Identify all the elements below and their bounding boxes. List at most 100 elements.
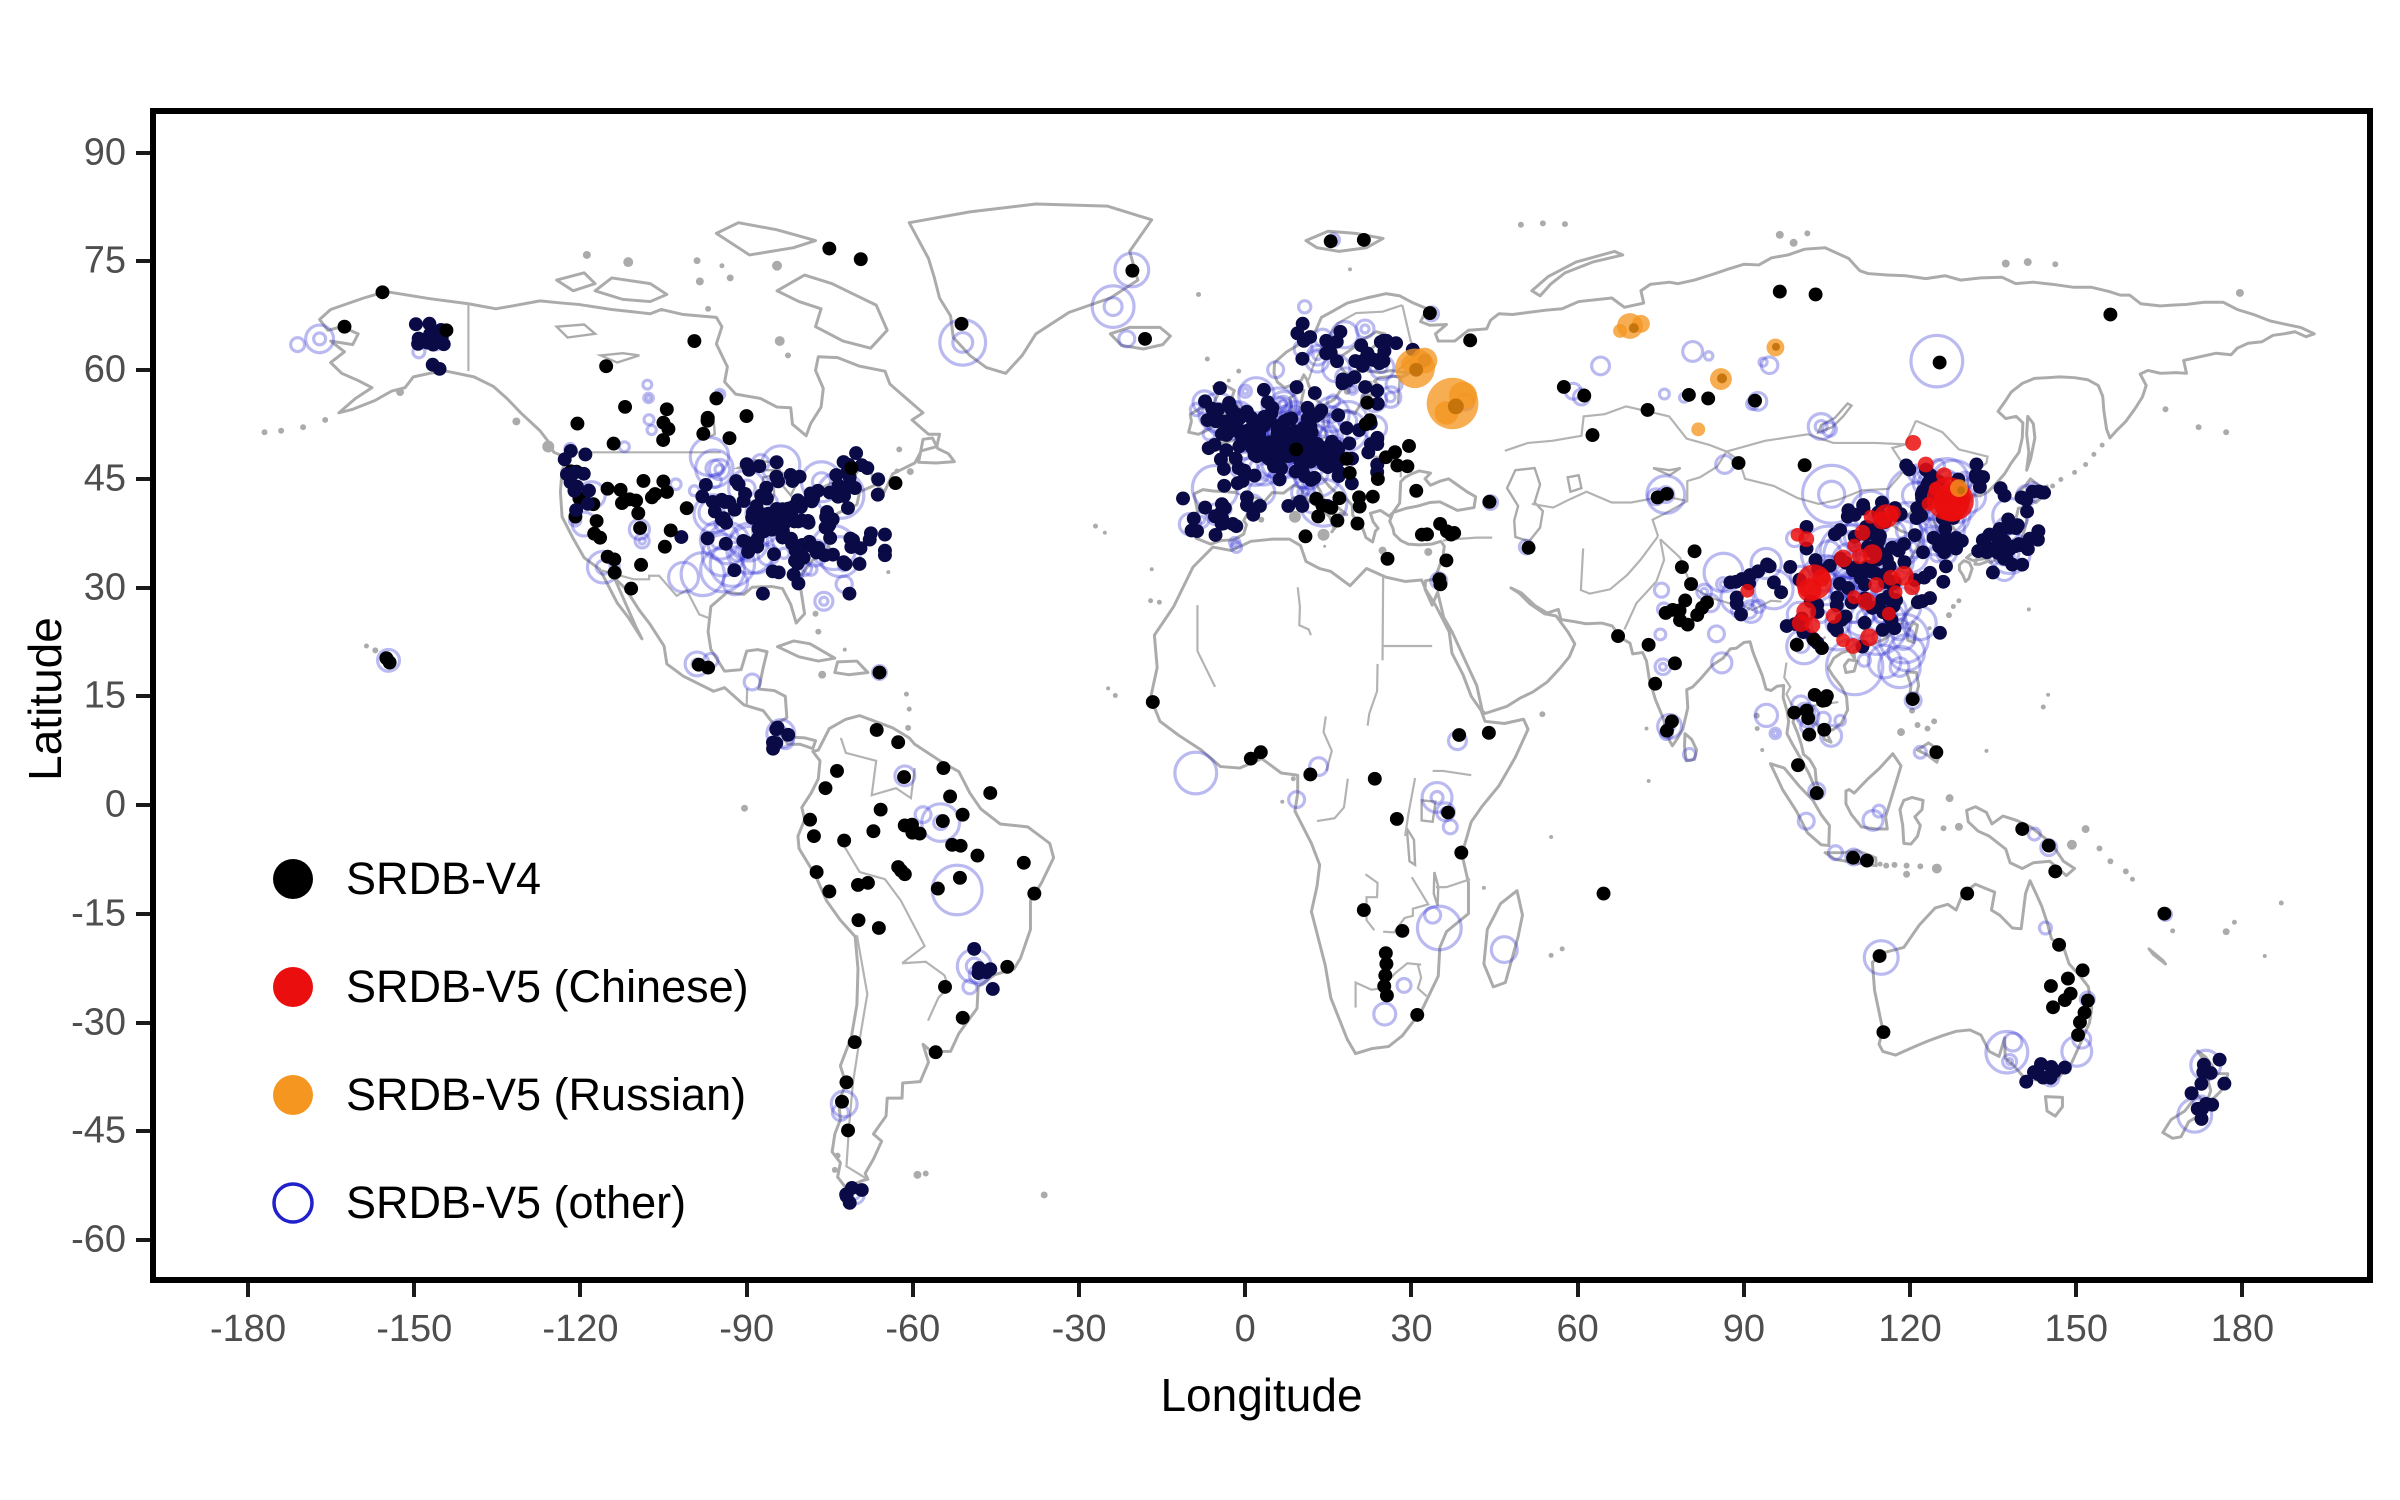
v4-dot [853,252,868,267]
v4-dot [1253,745,1268,760]
lake-outline [595,352,640,364]
v4-dot [2019,1074,2034,1089]
island [2262,954,2267,958]
v4-dot [432,361,447,376]
v5-other-circle [1395,976,1413,994]
v4-dot [1875,622,1890,637]
island [1102,530,1107,535]
v4-dot [1454,845,1469,860]
v4-dot [1648,676,1663,691]
x-tick-label: -150 [376,1308,453,1350]
v4-dot [852,557,867,571]
island [372,647,379,654]
v5-other-circle [1656,712,1684,740]
v4-dot [656,474,671,489]
v4-dot [2103,307,2118,322]
x-tick-mark [412,1283,417,1297]
island [1931,718,1938,725]
island [2058,477,2064,483]
v4-dot [1214,427,1229,441]
v4-dot [615,496,629,511]
v4-dot [1932,355,1947,370]
v5-other-circle [666,560,701,594]
island [1204,356,1210,362]
v4-dot [1379,957,1394,971]
v4-dot [1273,435,1288,450]
island [1106,686,1111,691]
v5-other-circle [1833,713,1848,728]
v4-dot [1441,805,1456,820]
v4-dot [1916,545,1930,560]
legend-item-srdb-v4: SRDB-V4 [268,853,541,904]
island [719,263,725,269]
island [834,1152,841,1159]
island [2107,858,2114,865]
island [1897,728,1906,737]
v4-dot [634,557,649,572]
island [2278,900,2284,906]
v4-dot [1797,458,1812,473]
v4-dot [1674,560,1689,575]
v4-dot [831,489,845,504]
v4-dot [1176,491,1190,506]
v4-dot [788,543,803,558]
v5-russian-dot-dark [1717,373,1727,384]
v4-dot [1960,886,1975,901]
v4-dot [1281,499,1296,513]
coastline [714,221,818,257]
country-border [1366,663,1379,726]
country-border [1364,873,1379,931]
v4-dot [1316,447,1331,462]
v4-dot [657,539,672,554]
v4-dot [2157,906,2172,921]
v4-dot [2041,838,2056,853]
v4-dot [771,474,786,489]
v5-chinese-dot [1921,497,1936,511]
v4-dot [1000,959,1015,974]
v4-dot [818,781,833,796]
v4-dot [767,547,782,562]
v4-dot [1936,574,1951,589]
legend-marker [273,859,313,899]
x-tick-label: 90 [1722,1308,1765,1350]
v4-dot [731,477,746,492]
v4-dot [873,802,888,817]
island [1517,221,1524,228]
v4-dot [1378,946,1393,961]
v4-dot [769,455,784,470]
x-tick-label: 150 [2044,1308,2108,1350]
v4-dot [1987,541,2002,556]
v4-dot [2184,1086,2199,1101]
country-border [1307,304,1403,381]
v5-other-circle [1113,251,1151,289]
v4-dot [765,564,780,579]
island [1290,776,1296,782]
country-border [1623,538,1666,630]
v4-dot [722,431,737,446]
v5-other-circle [1287,790,1307,810]
v4-dot [1262,452,1277,466]
v4-dot [1876,1025,1891,1040]
island [741,804,748,812]
v5-chinese-dot [1857,592,1876,611]
x-tick-mark [1409,1283,1414,1297]
x-tick-mark [1741,1283,1746,1297]
y-tick-mark [136,803,150,807]
v4-dot [806,829,821,844]
v5-other-circle [633,532,651,550]
v4-dot [1360,395,1375,410]
island [886,570,891,575]
coastline [1965,805,2077,878]
v4-dot [1389,811,1404,826]
v4-dot [2194,1076,2209,1091]
x-tick-mark [2240,1283,2245,1297]
v5-chinese-dot [1881,606,1896,621]
y-tick-label: 45 [83,457,126,500]
v4-dot [822,884,837,899]
v4-dot [1342,436,1357,451]
v4-dot [781,727,796,742]
v4-dot [2044,1060,2059,1074]
x-axis-title: Longitude [1160,1369,1363,1421]
v4-dot [1640,403,1655,417]
v5-other-circle [1912,744,1928,760]
